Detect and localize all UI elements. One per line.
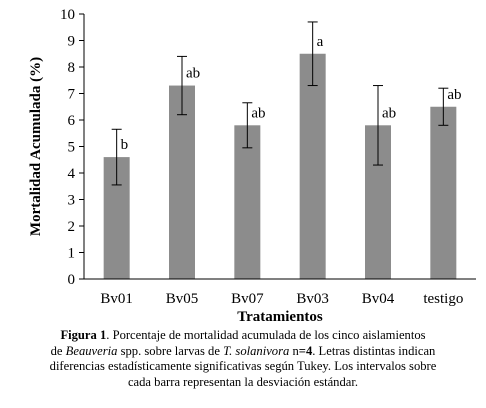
caption-line-3: diferencias estadísticamente significati… <box>49 359 437 373</box>
significance-letter-Bv03: a <box>317 34 324 50</box>
y-tick-label: 1 <box>68 246 76 262</box>
x-axis-title: Tratamientos <box>237 309 323 325</box>
significance-letter-Bv05: ab <box>186 66 200 82</box>
y-tick-label: 5 <box>68 140 76 156</box>
significance-letters: b ab ab a ab ab <box>121 34 462 153</box>
error-bars <box>111 21 449 186</box>
y-tick-label: 8 <box>68 60 76 76</box>
x-tick-label: Bv03 <box>296 291 329 307</box>
x-tick-label: testigo <box>423 291 463 307</box>
x-tick-label: Bv01 <box>100 291 133 307</box>
caption-line-4: cada barra representan la desviación est… <box>127 374 359 389</box>
y-tick-label: 7 <box>68 87 76 103</box>
y-tick-label: 6 <box>68 113 76 129</box>
y-tick-label: 9 <box>68 34 76 50</box>
y-tick-label: 4 <box>68 166 76 182</box>
significance-letter-Bv07: ab <box>251 105 265 121</box>
bar-Bv03 <box>299 53 326 279</box>
bars <box>103 53 457 279</box>
sample-size: =4 <box>298 343 313 358</box>
y-axis-ticks: 0 1 2 3 4 5 6 7 8 9 10 <box>60 7 84 288</box>
x-tick-label: Bv04 <box>362 291 395 307</box>
x-tick-label: Bv07 <box>231 291 264 307</box>
caption-line-2: de Beauveria spp. sobre larvas de T. sol… <box>50 343 436 358</box>
x-tick-label: Bv05 <box>166 291 199 307</box>
y-tick-label: 3 <box>68 193 76 209</box>
figure-label: Figura 1 <box>60 328 107 342</box>
y-axis-title: Mortalidad Acumulada (%) <box>28 57 44 236</box>
bar-testigo <box>430 106 457 279</box>
species-name: T. solanivora <box>223 343 290 358</box>
y-tick-label: 0 <box>68 272 76 288</box>
significance-letter-testigo: ab <box>447 87 461 103</box>
bar-Bv07 <box>234 125 261 279</box>
significance-letter-Bv04: ab <box>382 105 396 121</box>
figure-caption: Figura 1. Porcentaje de mortalidad acumu… <box>0 328 486 390</box>
caption-line-1: Figura 1. Porcentaje de mortalidad acumu… <box>60 328 426 342</box>
x-axis-labels: Bv01 Bv05 Bv07 Bv03 Bv04 testigo <box>100 291 463 307</box>
bar-chart: 0 1 2 3 4 5 6 7 8 9 10 b ab ab a ab ab Bv01 Bv05 Bv07 Bv03… <box>28 7 476 325</box>
bar-Bv05 <box>169 85 195 279</box>
y-tick-label: 2 <box>68 219 76 235</box>
significance-letter-Bv01: b <box>121 137 128 153</box>
y-tick-label: 10 <box>60 7 75 23</box>
genus-name: Beauveria <box>65 343 118 358</box>
